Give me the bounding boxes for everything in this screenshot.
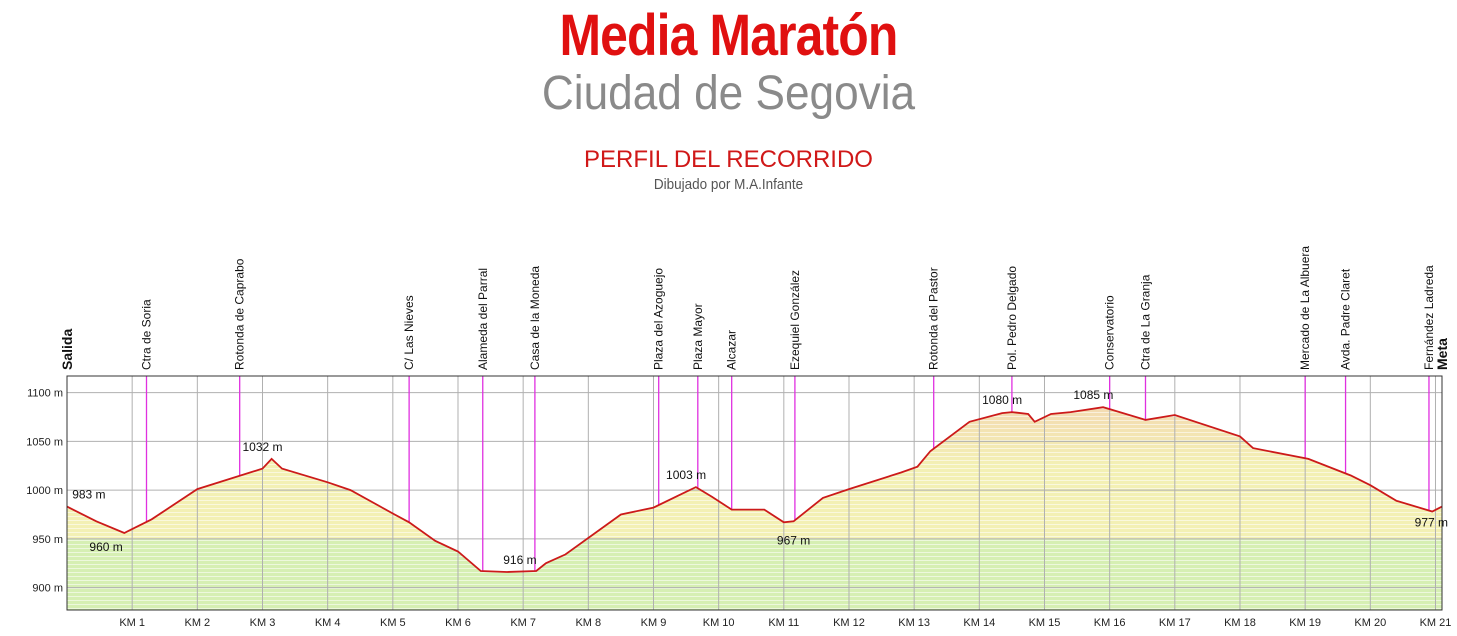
- fill-hatching: [67, 407, 1442, 610]
- landmark-label: Conservatorio: [1103, 295, 1117, 370]
- x-tick-label: KM 12: [833, 617, 865, 629]
- elevation-line: [66, 406, 1443, 573]
- x-tick-label: KM 21: [1420, 617, 1452, 629]
- landmark-label: Casa de la Moneda: [528, 266, 542, 370]
- x-tick-label: KM 18: [1224, 617, 1256, 629]
- section-title: PERFIL DEL RECORRIDO: [584, 146, 873, 173]
- x-tick-label: KM 11: [768, 617, 799, 629]
- landmark-label: Salida: [59, 329, 75, 370]
- landmark-label: Plaza Mayor: [691, 303, 705, 370]
- elevation-label: 916 m: [503, 553, 536, 567]
- plot-frame: [66, 375, 1443, 611]
- elevation-label: 1085 m: [1073, 388, 1113, 402]
- y-tick-label: 950 m: [32, 534, 63, 546]
- landmark-label: Alameda del Parral: [476, 268, 490, 370]
- x-tick-label: KM 1: [119, 617, 145, 629]
- x-tick-label: KM 5: [380, 617, 406, 629]
- elevation-label: 1032 m: [242, 440, 282, 454]
- landmark-label: Ctra de La Granja: [1138, 274, 1152, 370]
- landmark-label: Ezequiel González: [788, 270, 802, 370]
- elevation-label: 977 m: [1415, 516, 1448, 530]
- x-tick-label: KM 7: [510, 617, 536, 629]
- chart-labels: 900 m 950 m 1000 m 1050 m 1100 m KM 1 KM 2 KM 3…: [26, 246, 1451, 629]
- landmark-label: Pol. Pedro Delgado: [1005, 266, 1019, 370]
- x-tick-label: KM 13: [898, 617, 930, 629]
- landmark-label: Rotonda del Pastor: [927, 267, 941, 370]
- x-tick-label: KM 20: [1354, 617, 1386, 629]
- landmark-markers: [145, 376, 1430, 572]
- chart-title: Media Maratón: [559, 3, 898, 68]
- landmark-label: Mercado de La Albuera: [1298, 246, 1312, 370]
- y-tick-label: 1000 m: [26, 485, 63, 497]
- landmark-label: Ctra de Soria: [140, 299, 154, 370]
- y-tick-label: 1050 m: [26, 436, 63, 448]
- x-tick-label: KM 16: [1094, 617, 1126, 629]
- credit-line: Dibujado por M.A.Infante: [653, 176, 804, 193]
- x-tick-label: KM 10: [703, 617, 735, 629]
- x-tick-label: KM 9: [641, 617, 667, 629]
- x-tick-label: KM 15: [1029, 617, 1061, 629]
- x-tick-label: KM 3: [250, 617, 276, 629]
- x-tick-label: KM 19: [1289, 617, 1321, 629]
- landmark-label: Fernández Ladreda: [1422, 265, 1436, 370]
- landmark-label: Avda. Padre Claret: [1339, 268, 1353, 370]
- x-tick-label: KM 4: [315, 617, 341, 629]
- y-tick-label: 900 m: [32, 583, 63, 595]
- landmark-label: Plaza del Azoguejo: [652, 268, 666, 370]
- elevation-label: 960 m: [89, 540, 122, 554]
- x-tick-label: KM 17: [1159, 617, 1191, 629]
- x-tick-label: KM 2: [184, 617, 210, 629]
- x-tick-label: KM 8: [575, 617, 601, 629]
- y-tick-label: 1100 m: [27, 388, 63, 400]
- landmark-label: Meta: [1434, 338, 1450, 370]
- landmark-label: Alcazar: [725, 330, 739, 370]
- elevation-label: 1080 m: [982, 393, 1022, 407]
- landmark-label: Rotonda de Caprabo: [233, 258, 247, 370]
- profile-fill: [67, 407, 1442, 610]
- chart-subtitle: Ciudad de Segovia: [541, 67, 916, 120]
- elevation-label: 983 m: [72, 488, 105, 502]
- x-tick-label: KM 14: [963, 617, 995, 629]
- elevation-label: 1003 m: [666, 468, 706, 482]
- landmark-label: C/ Las Nieves: [402, 295, 416, 370]
- elevation-label: 967 m: [777, 533, 810, 547]
- fill-bands: [67, 407, 1442, 610]
- x-tick-label: KM 6: [445, 617, 471, 629]
